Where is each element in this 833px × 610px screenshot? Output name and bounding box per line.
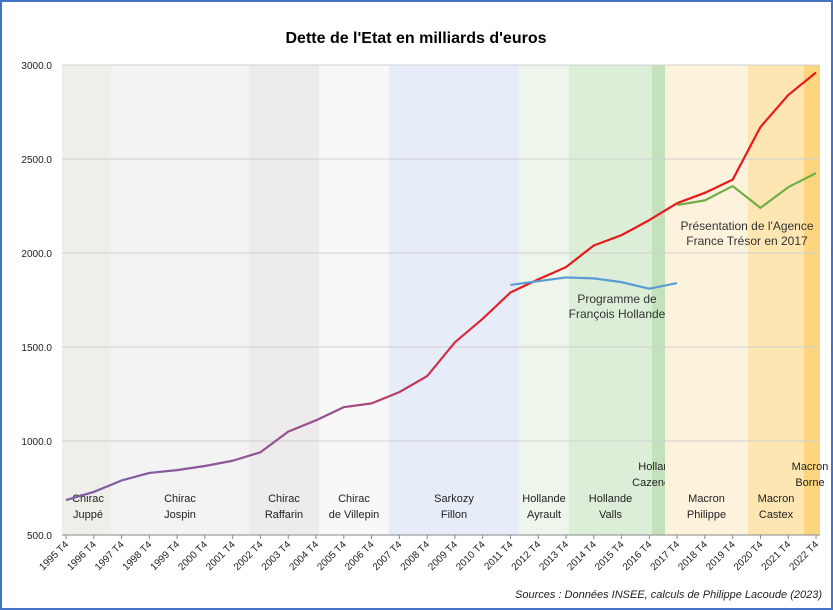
period-label: Ayrault <box>527 509 561 521</box>
period-label: de Villepin <box>329 509 380 521</box>
y-tick-label: 2000.0 <box>21 249 52 260</box>
y-tick-label: 1500.0 <box>21 343 52 354</box>
period-band <box>62 65 111 535</box>
period-label: Chirac <box>72 493 104 505</box>
source: Sources : Données INSEE, calculs de Phil… <box>515 589 822 601</box>
period-label: Juppé <box>73 509 103 521</box>
period-label: Macron <box>688 493 725 505</box>
y-tick-label: 3000.0 <box>21 61 52 72</box>
period-band <box>519 65 569 535</box>
y-tick-label: 500.0 <box>27 531 52 542</box>
period-band <box>665 65 748 535</box>
period-label: Chirac <box>338 493 370 505</box>
period-label: Macron <box>792 461 829 473</box>
bands: Chirac Juppé Chirac Jospin Chirac Raffarin Chi… <box>62 65 828 535</box>
annotation: Programme de <box>577 292 657 306</box>
period-label: Jospin <box>164 509 196 521</box>
period-band <box>389 65 519 535</box>
period-band <box>111 65 249 535</box>
period-label: Valls <box>599 509 623 521</box>
period-label: Hollande <box>522 493 565 505</box>
period-band <box>652 65 665 535</box>
y-tick-label: 1000.0 <box>21 437 52 448</box>
period-label: Fillon <box>441 509 467 521</box>
period-band <box>569 65 652 535</box>
y-tick-label: 2500.0 <box>21 155 52 166</box>
annotation: François Hollande <box>569 307 666 321</box>
annotation: France Trésor en 2017 <box>686 234 808 248</box>
series-line <box>676 172 817 209</box>
series-line <box>65 71 817 502</box>
period-label: Chirac <box>164 493 196 505</box>
period-label: Borne <box>795 477 824 489</box>
period-label: Castex <box>759 509 794 521</box>
annotation: Présentation de l'Agence <box>680 219 813 233</box>
period-label: Sarkozy <box>434 493 474 505</box>
chart-title: Dette de l'Etat en milliards d'euros <box>285 30 546 47</box>
period-label: Macron <box>758 493 795 505</box>
period-band <box>319 65 389 535</box>
period-label: Chirac <box>268 493 300 505</box>
period-band <box>748 65 804 535</box>
period-band <box>804 65 820 535</box>
series-line <box>510 276 678 290</box>
period-band <box>249 65 319 535</box>
period-label: Hollande <box>589 493 632 505</box>
period-label: Raffarin <box>265 509 303 521</box>
period-label: Philippe <box>687 509 726 521</box>
